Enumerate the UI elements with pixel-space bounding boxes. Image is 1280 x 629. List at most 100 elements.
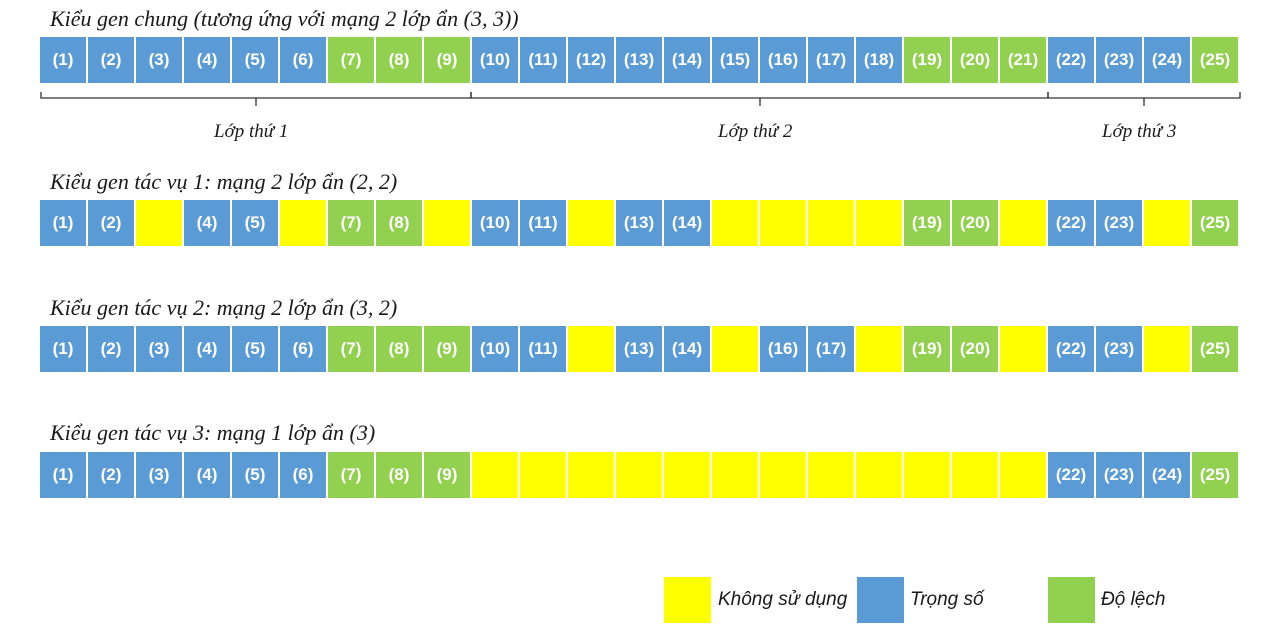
gene-cell-weight: (24)	[1144, 37, 1190, 83]
gene-cell-weight: (5)	[232, 326, 278, 372]
gene-cell-weight: (2)	[88, 452, 134, 498]
genotype-title-shared: Kiểu gen chung (tương ứng với mạng 2 lớp…	[50, 6, 519, 31]
gene-cell-weight: (2)	[88, 326, 134, 372]
gene-cell-bias: (9)	[424, 452, 470, 498]
gene-cell-weight: (1)	[40, 37, 86, 83]
gene-cell-weight: (11)	[520, 326, 566, 372]
gene-cell-unused	[1000, 200, 1046, 246]
gene-cell-weight: (3)	[136, 326, 182, 372]
gene-cell-unused	[856, 200, 902, 246]
gene-cell-weight: (17)	[808, 37, 854, 83]
legend-bias-label: Độ lệch	[1101, 589, 1166, 610]
gene-cell-weight: (22)	[1048, 200, 1094, 246]
gene-cell-weight: (5)	[232, 200, 278, 246]
gene-cell-weight: (5)	[232, 37, 278, 83]
gene-cell-bias: (8)	[376, 37, 422, 83]
genotype-row-task-3: (1) (2) (3) (4) (5) (6) (7) (8) (9) (22) (23) (24)(…	[40, 452, 1240, 498]
layer-3-label: Lớp thứ 3	[1102, 121, 1177, 142]
gene-cell-weight: (5)	[232, 452, 278, 498]
gene-cell-weight: (14)	[664, 326, 710, 372]
gene-cell-unused	[1000, 326, 1046, 372]
gene-cell-unused	[520, 452, 566, 498]
gene-cell-unused	[952, 452, 998, 498]
gene-cell-weight: (2)	[88, 37, 134, 83]
gene-cell-weight: (18)	[856, 37, 902, 83]
gene-cell-weight: (22)	[1048, 37, 1094, 83]
gene-cell-weight: (1)	[40, 452, 86, 498]
gene-cell-unused	[664, 452, 710, 498]
gene-cell-unused	[712, 200, 758, 246]
gene-cell-weight: (1)	[40, 200, 86, 246]
gene-cell-unused	[280, 200, 326, 246]
gene-cell-weight: (23)	[1096, 200, 1142, 246]
gene-cell-weight: (16)	[760, 37, 806, 83]
genotype-title-task-2: Kiểu gen tác vụ 2: mạng 2 lớp ẩn (3, 2)	[50, 295, 398, 320]
gene-cell-bias: (9)	[424, 326, 470, 372]
gene-cell-bias: (25)	[1192, 37, 1238, 83]
legend-unused-swatch	[664, 577, 711, 623]
genotype-title-task-1: Kiểu gen tác vụ 1: mạng 2 lớp ẩn (2, 2)	[50, 169, 398, 194]
gene-cell-unused	[136, 200, 182, 246]
gene-cell-unused	[568, 452, 614, 498]
gene-cell-weight: (4)	[184, 452, 230, 498]
layer-braces	[40, 92, 1241, 106]
gene-cell-bias: (8)	[376, 452, 422, 498]
gene-cell-unused	[760, 452, 806, 498]
gene-cell-bias: (20)	[952, 37, 998, 83]
gene-cell-unused	[472, 452, 518, 498]
genotype-row-task-2: (1) (2) (3) (4) (5) (6) (7) (8) (9) (10) (11) (13)(…	[40, 326, 1240, 372]
gene-cell-unused	[568, 326, 614, 372]
gene-cell-weight: (13)	[616, 326, 662, 372]
gene-cell-weight: (15)	[712, 37, 758, 83]
gene-cell-unused	[1144, 326, 1190, 372]
gene-cell-unused	[856, 326, 902, 372]
layer-2-brace	[470, 92, 1049, 106]
gene-cell-bias: (25)	[1192, 200, 1238, 246]
gene-cell-bias: (25)	[1192, 452, 1238, 498]
gene-cell-bias: (25)	[1192, 326, 1238, 372]
gene-cell-bias: (21)	[1000, 37, 1046, 83]
gene-cell-bias: (20)	[952, 200, 998, 246]
gene-cell-unused	[808, 452, 854, 498]
gene-cell-weight: (13)	[616, 37, 662, 83]
gene-cell-weight: (23)	[1096, 452, 1142, 498]
gene-cell-unused	[712, 326, 758, 372]
layer-3-brace	[1047, 92, 1241, 106]
gene-cell-weight: (16)	[760, 326, 806, 372]
genotype-row-task-1: (1) (2) (4) (5) (7) (8) (10) (11) (13) (14) (19) (2…	[40, 200, 1240, 246]
gene-cell-unused	[1000, 452, 1046, 498]
gene-cell-bias: (7)	[328, 200, 374, 246]
gene-cell-bias: (8)	[376, 200, 422, 246]
layer-2-label: Lớp thứ 2	[718, 121, 793, 142]
gene-cell-weight: (4)	[184, 326, 230, 372]
gene-cell-weight: (3)	[136, 37, 182, 83]
gene-cell-bias: (7)	[328, 452, 374, 498]
gene-cell-weight: (12)	[568, 37, 614, 83]
gene-cell-weight: (23)	[1096, 326, 1142, 372]
gene-cell-weight: (6)	[280, 37, 326, 83]
gene-cell-unused	[856, 452, 902, 498]
gene-cell-weight: (14)	[664, 200, 710, 246]
gene-cell-weight: (11)	[520, 37, 566, 83]
gene-cell-unused	[616, 452, 662, 498]
genotype-title-task-3: Kiểu gen tác vụ 3: mạng 1 lớp ẩn (3)	[50, 420, 376, 445]
gene-cell-weight: (10)	[472, 37, 518, 83]
gene-cell-weight: (10)	[472, 200, 518, 246]
gene-cell-weight: (4)	[184, 200, 230, 246]
gene-cell-weight: (24)	[1144, 452, 1190, 498]
legend-unused-label: Không sử dụng	[718, 589, 848, 610]
legend-bias-swatch	[1048, 577, 1095, 623]
legend-weight-label: Trọng số	[910, 589, 984, 610]
gene-cell-weight: (17)	[808, 326, 854, 372]
gene-cell-bias: (7)	[328, 37, 374, 83]
gene-cell-weight: (4)	[184, 37, 230, 83]
layer-1-label: Lớp thứ 1	[214, 121, 289, 142]
gene-cell-unused	[712, 452, 758, 498]
gene-cell-bias: (7)	[328, 326, 374, 372]
legend-weight-swatch	[857, 577, 904, 623]
gene-cell-bias: (20)	[952, 326, 998, 372]
gene-cell-weight: (3)	[136, 452, 182, 498]
gene-cell-unused	[808, 200, 854, 246]
gene-cell-unused	[904, 452, 950, 498]
gene-cell-unused	[1144, 200, 1190, 246]
